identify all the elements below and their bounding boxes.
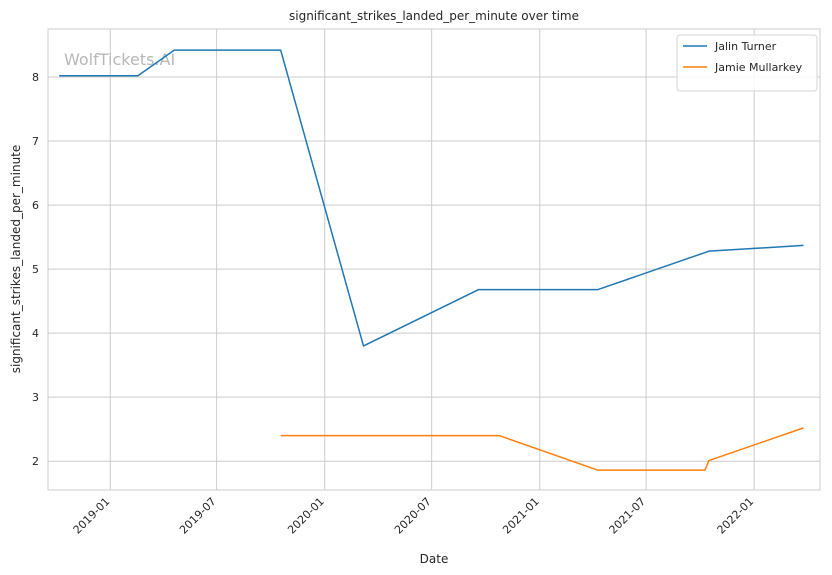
grid bbox=[48, 29, 820, 490]
y-axis-label: significant_strikes_landed_per_minute bbox=[9, 145, 23, 374]
legend-box bbox=[676, 34, 818, 92]
y-tick-label: 6 bbox=[32, 199, 39, 212]
watermark: WolfTickets.AI bbox=[64, 50, 175, 69]
y-tick-label: 8 bbox=[32, 71, 39, 84]
y-tick-label: 4 bbox=[32, 327, 39, 340]
y-tick-label: 2 bbox=[32, 455, 39, 468]
series-layer bbox=[59, 49, 804, 471]
legend-label: Jalin Turner bbox=[714, 40, 777, 53]
legend-label: Jamie Mullarkey bbox=[714, 61, 803, 74]
x-axis-label: Date bbox=[420, 552, 449, 566]
y-tick-label: 7 bbox=[32, 135, 39, 148]
y-axis-ticks: 2 3 4 5 6 7 8 bbox=[32, 71, 39, 468]
series-line-2 bbox=[280, 427, 804, 471]
y-tick-label: 5 bbox=[32, 263, 39, 276]
series-line-1 bbox=[59, 49, 804, 347]
legend: Jalin Turner Jamie Mullarkey bbox=[676, 34, 818, 92]
plot-frame bbox=[47, 28, 821, 491]
plot-area bbox=[48, 29, 820, 490]
y-tick-label: 3 bbox=[32, 391, 39, 404]
chart-title: significant_strikes_landed_per_minute ov… bbox=[289, 9, 579, 23]
